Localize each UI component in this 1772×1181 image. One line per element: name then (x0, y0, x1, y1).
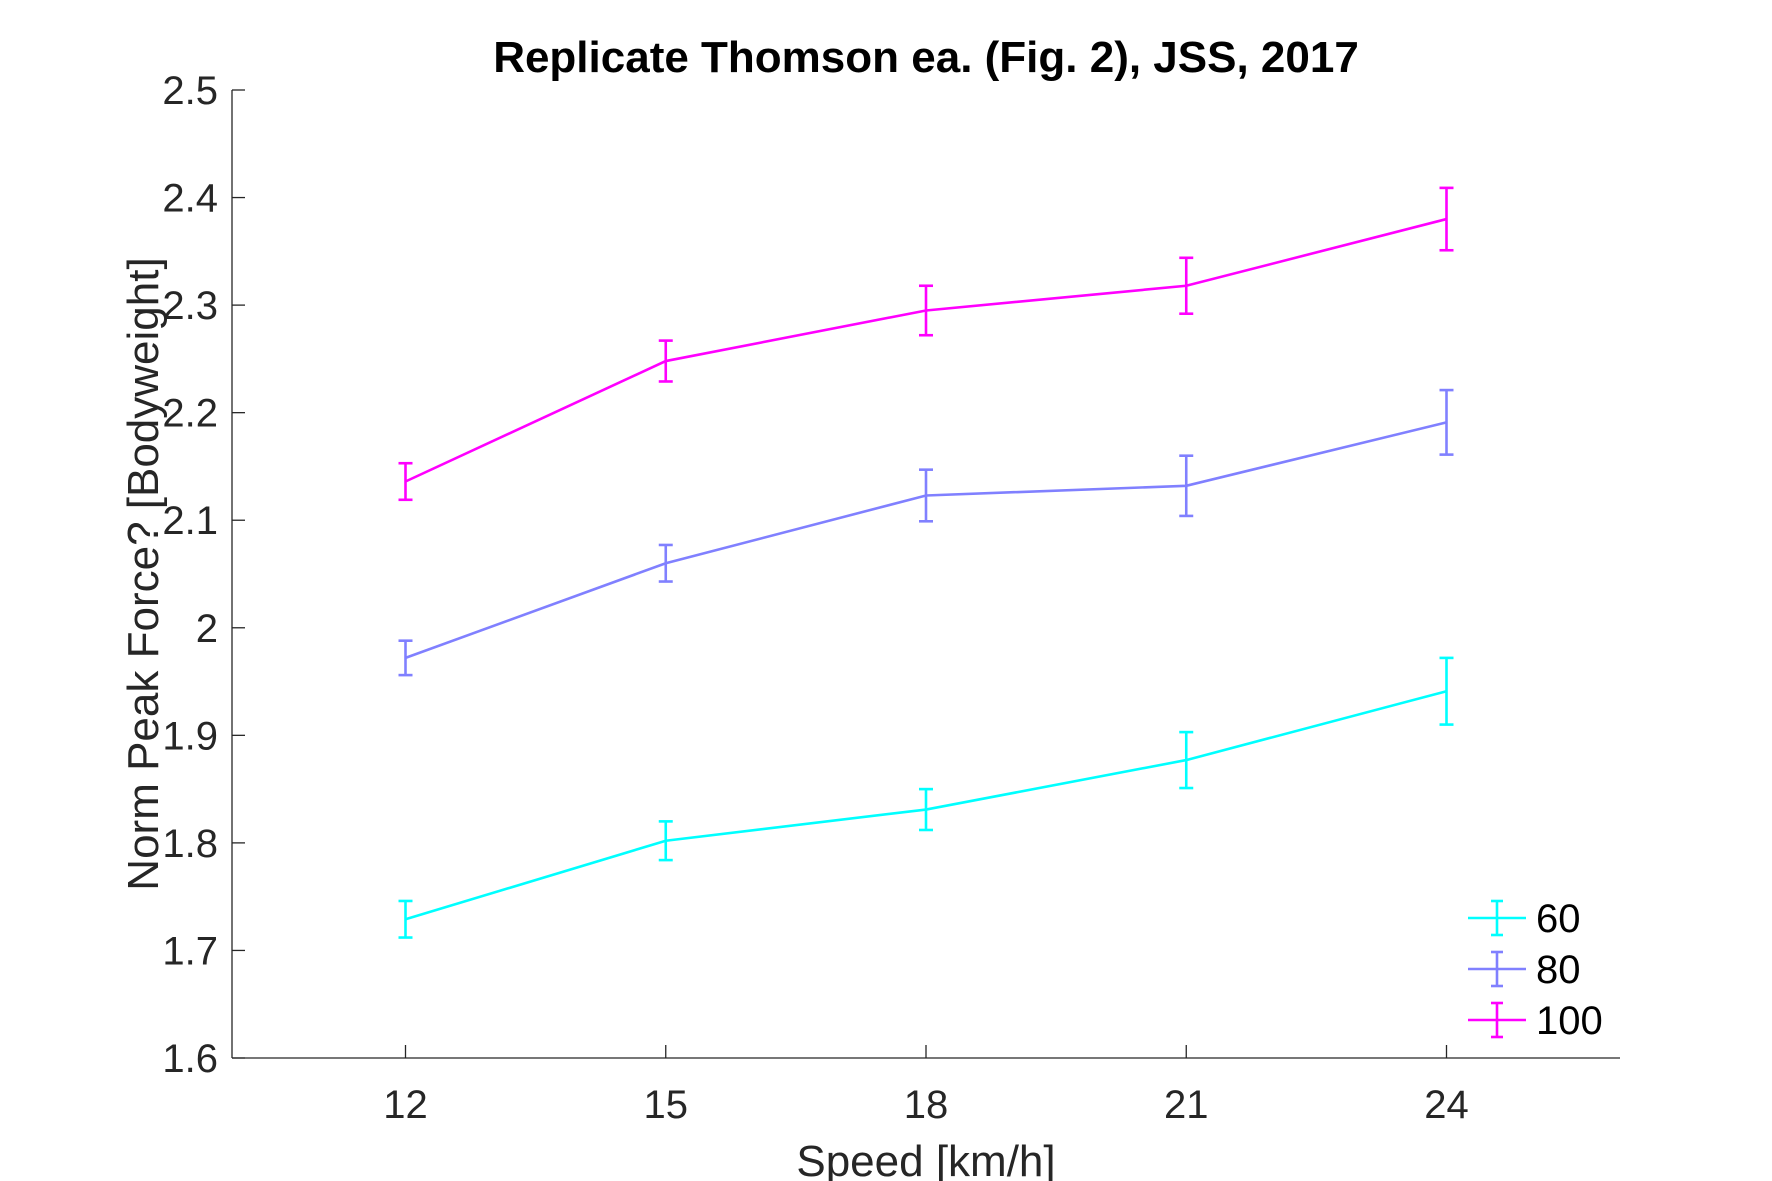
chart-title: Replicate Thomson ea. (Fig. 2), JSS, 201… (493, 33, 1359, 82)
error-bar (1439, 656, 1454, 726)
x-tick-label: 15 (644, 1083, 689, 1127)
x-tick-label: 21 (1164, 1083, 1209, 1127)
y-tick-label: 1.9 (162, 714, 218, 758)
series-100 (398, 186, 1454, 502)
error-bar (919, 787, 933, 832)
legend-item-60: 60 (1468, 897, 1581, 941)
series-80 (398, 388, 1454, 677)
error-bar (398, 639, 413, 677)
legend-label: 60 (1536, 897, 1581, 941)
error-bar (1439, 388, 1454, 456)
error-bar (919, 284, 933, 337)
series-60 (398, 656, 1454, 939)
plot-area (398, 186, 1454, 939)
legend-label: 80 (1536, 948, 1581, 992)
series-line (405, 421, 1447, 660)
error-bar (1179, 454, 1194, 518)
x-tick-label: 24 (1424, 1083, 1469, 1127)
y-tick-label: 2.3 (162, 284, 218, 328)
legend-label: 100 (1536, 999, 1603, 1043)
x-axis-title: Speed [km/h] (796, 1137, 1055, 1181)
legend-item-80: 80 (1468, 948, 1581, 992)
error-bar (658, 820, 673, 862)
error-bar (1439, 186, 1454, 252)
error-bar (398, 461, 413, 502)
y-tick-label: 1.7 (162, 929, 218, 973)
error-bar (919, 468, 933, 523)
y-tick-label: 2.1 (162, 499, 218, 543)
error-bar (1179, 730, 1194, 790)
y-tick-label: 2.4 (162, 177, 218, 221)
error-bar (1179, 256, 1194, 316)
error-bar (658, 543, 673, 583)
y-tick-label: 2.5 (162, 69, 218, 113)
legend: 60 80 100 (1468, 897, 1603, 1043)
y-tick-label: 1.8 (162, 822, 218, 866)
y-tick-label: 2 (196, 607, 218, 651)
x-tick-label: 12 (383, 1083, 428, 1127)
y-tick-label: 2.2 (162, 392, 218, 436)
y-tick-label: 1.6 (162, 1037, 218, 1081)
axes: 1.6 1.7 1.8 1.9 2 2.1 2.2 2.3 2.4 2.5 12 15 18 21 24 (162, 69, 1620, 1127)
error-bar (658, 339, 673, 383)
x-tick-label: 18 (904, 1083, 949, 1127)
legend-item-100: 100 (1468, 999, 1603, 1043)
y-axis-title: Norm Peak Force? [Bodyweight] (119, 257, 168, 890)
series-line (404, 217, 1447, 483)
error-bar (398, 899, 413, 939)
